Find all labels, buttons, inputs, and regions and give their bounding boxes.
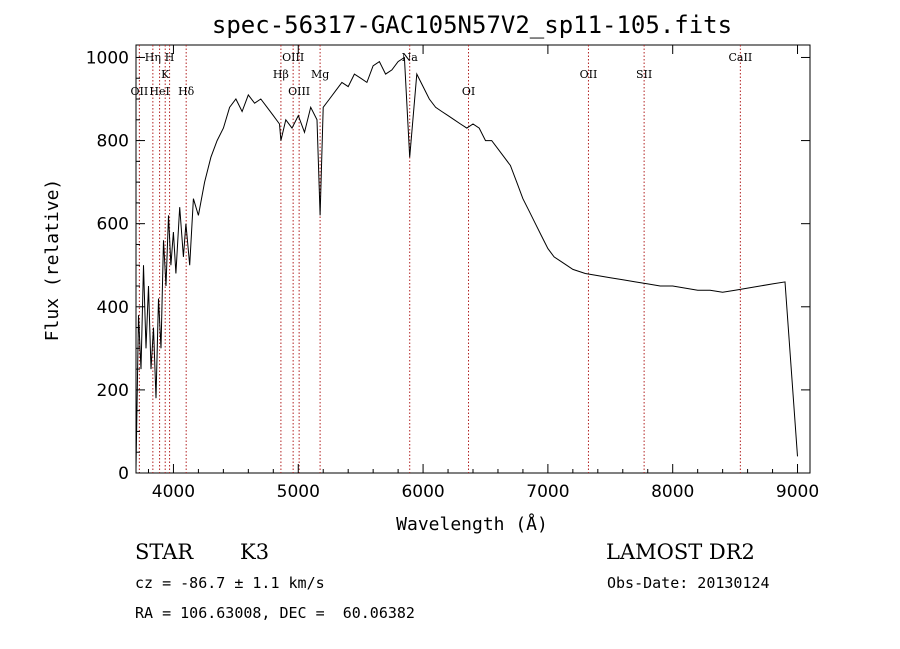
spectrum-chart: spec-56317-GAC105N57V2_sp11-105.fits OII… [42, 11, 819, 535]
redshift-velocity: cz = -86.7 ± 1.1 km/s [135, 574, 325, 592]
line-marker-label: OIII [288, 85, 310, 98]
line-marker-label: H [165, 51, 175, 64]
x-tick-label: 9000 [776, 482, 819, 502]
line-marker-label: OII [580, 68, 598, 81]
line-marker-label: Hδ [178, 85, 195, 98]
line-marker-label: K [161, 68, 170, 81]
line-markers [138, 45, 741, 473]
y-tick-label: 600 [97, 215, 129, 235]
x-tick-label: 8000 [651, 482, 694, 502]
x-axis-ticks: 4000 5000 6000 7000 8000 9000 [147, 45, 819, 502]
y-tick-label: 800 [97, 132, 129, 152]
line-marker-label: Hη [145, 51, 161, 64]
y-axis-label: Flux (relative) [42, 179, 63, 342]
plot-frame [135, 44, 811, 474]
line-marker-label: OII [131, 85, 149, 98]
line-marker-label: Na [402, 51, 419, 64]
y-tick-label: 400 [97, 298, 129, 318]
line-marker-label: Hβ [273, 68, 289, 81]
x-tick-label: 4000 [152, 482, 195, 502]
line-marker-label: OI [462, 85, 475, 98]
line-marker-label: Mg [311, 68, 329, 81]
y-tick-label: 200 [97, 381, 129, 401]
line-marker-label: CaII [729, 51, 753, 64]
line-marker-label: OIII [282, 51, 304, 64]
spectrum-line [135, 56, 798, 469]
line-marker-label: SII [636, 68, 652, 81]
coordinates: RA = 106.63008, DEC = 60.06382 [135, 604, 415, 622]
y-axis-ticks: 0 200 400 600 800 1000 [86, 48, 810, 484]
object-subclass: K3 [240, 540, 270, 564]
chart-title: spec-56317-GAC105N57V2_sp11-105.fits [212, 11, 732, 39]
observation-date: Obs-Date: 20130124 [607, 574, 770, 592]
x-tick-label: 6000 [401, 482, 444, 502]
x-axis-label: Wavelength (Å) [396, 513, 548, 535]
survey-name: LAMOST DR2 [606, 540, 755, 564]
y-tick-label: 1000 [86, 48, 129, 68]
x-tick-label: 7000 [526, 482, 569, 502]
y-tick-label: 0 [118, 464, 129, 484]
x-tick-label: 5000 [277, 482, 320, 502]
line-marker-label: HeI [149, 85, 169, 98]
object-class: STAR [135, 540, 194, 564]
